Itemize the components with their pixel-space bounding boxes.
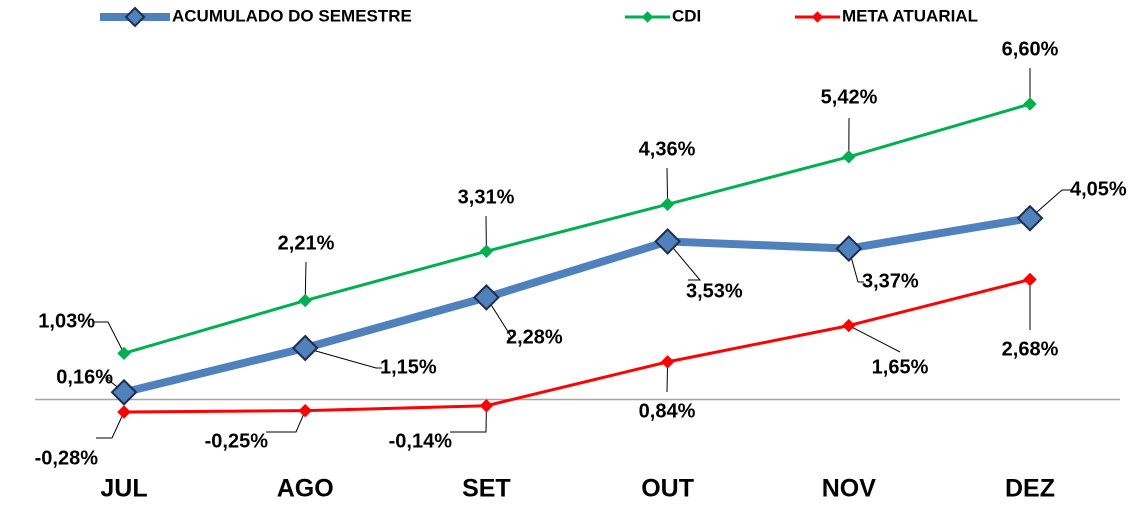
marker: [479, 399, 494, 413]
marker: [1023, 97, 1037, 111]
data-label: 4,36%: [639, 138, 696, 160]
marker: [654, 228, 682, 255]
data-label: 3,37%: [862, 270, 919, 292]
marker: [835, 235, 863, 263]
legend-marker: [641, 11, 654, 23]
leader-line: [266, 410, 306, 433]
data-label: 6,60%: [1002, 38, 1059, 60]
leader-line: [485, 297, 513, 339]
data-label: 4,05%: [1070, 178, 1127, 200]
marker: [842, 318, 856, 333]
x-tick-label: SET: [462, 475, 511, 503]
marker: [298, 403, 312, 418]
marker: [298, 293, 312, 308]
legend-label: ACUMULADO DO SEMESTRE: [172, 6, 412, 25]
data-label: 0,16%: [56, 366, 113, 388]
x-tick-label: AGO: [277, 475, 334, 503]
x-tick-label: DEZ: [1005, 475, 1055, 503]
series-line: [123, 102, 1031, 355]
series-line: [123, 214, 1031, 397]
data-label: 1,03%: [38, 310, 95, 332]
marker: [842, 150, 856, 164]
data-label: 1,15%: [380, 356, 437, 378]
marker: [117, 346, 131, 361]
leader-line: [848, 325, 901, 353]
marker: [660, 197, 675, 211]
marker: [291, 334, 319, 362]
data-label: 3,31%: [458, 186, 515, 208]
marker: [1023, 272, 1037, 287]
data-label: 0,84%: [639, 400, 696, 422]
x-tick-label: OUT: [641, 475, 694, 503]
data-label: 1,65%: [872, 356, 929, 378]
data-label: -0,25%: [205, 430, 269, 452]
x-tick-label: NOV: [822, 475, 877, 503]
marker: [1016, 204, 1044, 232]
marker: [472, 283, 500, 311]
marker: [117, 405, 131, 419]
data-label: 3,53%: [686, 280, 743, 302]
data-label: -0,14%: [389, 430, 453, 452]
data-label: 2,28%: [506, 326, 563, 348]
leader-line: [667, 241, 702, 281]
legend-marker: [811, 11, 824, 23]
series-line: [123, 278, 1031, 414]
leader-line: [93, 321, 125, 354]
marker: [479, 244, 494, 258]
legend-marker: [124, 6, 146, 28]
leader-line: [1029, 189, 1072, 219]
legend-label: META ATUARIAL: [842, 6, 978, 25]
marker: [110, 378, 138, 406]
data-label: 2,68%: [1002, 338, 1059, 360]
data-label: 2,21%: [278, 232, 335, 254]
x-tick-label: JUL: [100, 475, 147, 503]
leader-line: [96, 411, 125, 439]
data-label: -0,28%: [35, 447, 99, 469]
leader-line: [848, 248, 864, 283]
legend-label: CDI: [672, 6, 701, 25]
leader-line: [450, 405, 487, 433]
data-label: 5,42%: [821, 86, 878, 108]
leader-line: [305, 347, 382, 369]
marker: [660, 355, 675, 369]
